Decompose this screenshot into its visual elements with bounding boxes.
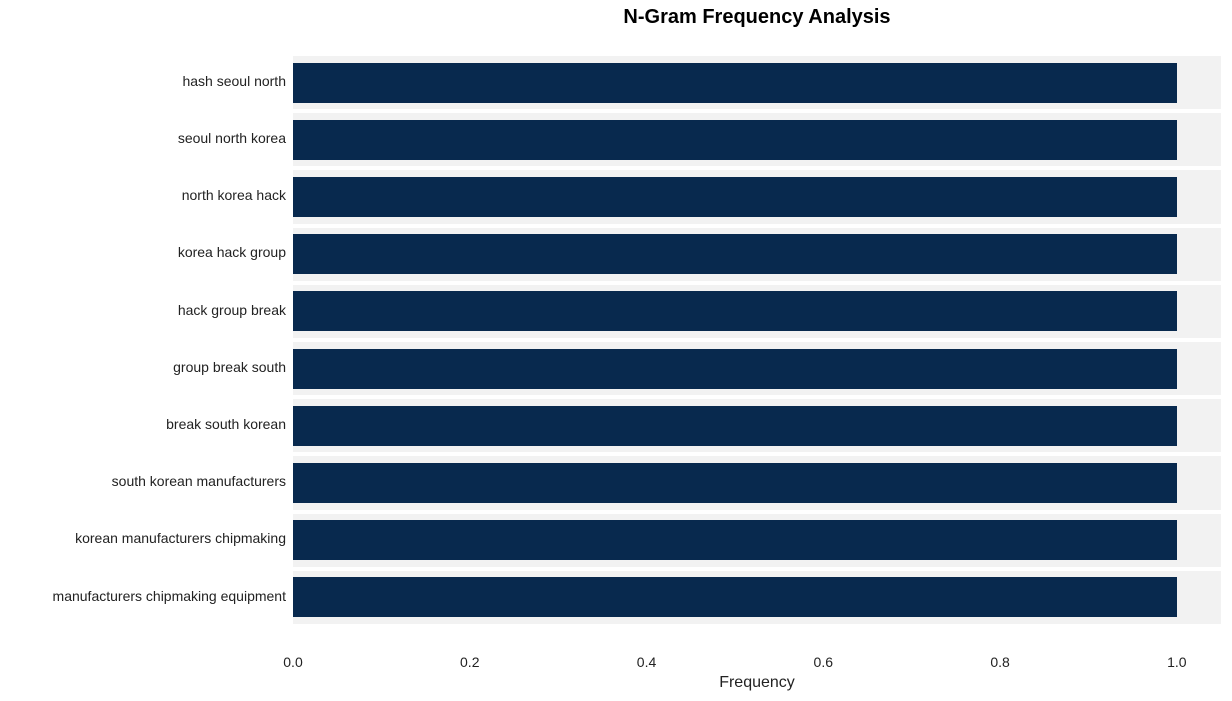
plot-area — [293, 34, 1221, 648]
x-tick-label: 1.0 — [1167, 654, 1186, 670]
bar — [293, 463, 1177, 503]
y-tick-label: south korean manufacturers — [6, 473, 286, 489]
y-tick-label: korea hack group — [6, 244, 286, 260]
x-tick-label: 0.8 — [990, 654, 1009, 670]
y-tick-label: seoul north korea — [6, 130, 286, 146]
bar — [293, 63, 1177, 103]
y-tick-label: group break south — [6, 359, 286, 375]
bar — [293, 349, 1177, 389]
x-tick-label: 0.6 — [814, 654, 833, 670]
y-tick-label: north korea hack — [6, 187, 286, 203]
bar — [293, 291, 1177, 331]
chart-title: N-Gram Frequency Analysis — [293, 6, 1221, 29]
y-tick-label: manufacturers chipmaking equipment — [6, 588, 286, 604]
y-tick-label: korean manufacturers chipmaking — [6, 530, 286, 546]
x-tick-label: 0.4 — [637, 654, 656, 670]
x-tick-label: 0.0 — [283, 654, 302, 670]
ngram-frequency-chart: N-Gram Frequency Analysis Frequency hash… — [0, 0, 1232, 701]
bar — [293, 177, 1177, 217]
x-axis-title: Frequency — [293, 674, 1221, 692]
bar — [293, 234, 1177, 274]
bar — [293, 520, 1177, 560]
bar — [293, 577, 1177, 617]
bar — [293, 406, 1177, 446]
y-tick-label: hash seoul north — [6, 73, 286, 89]
x-tick-label: 0.2 — [460, 654, 479, 670]
y-tick-label: hack group break — [6, 302, 286, 318]
y-tick-label: break south korean — [6, 416, 286, 432]
bar — [293, 120, 1177, 160]
